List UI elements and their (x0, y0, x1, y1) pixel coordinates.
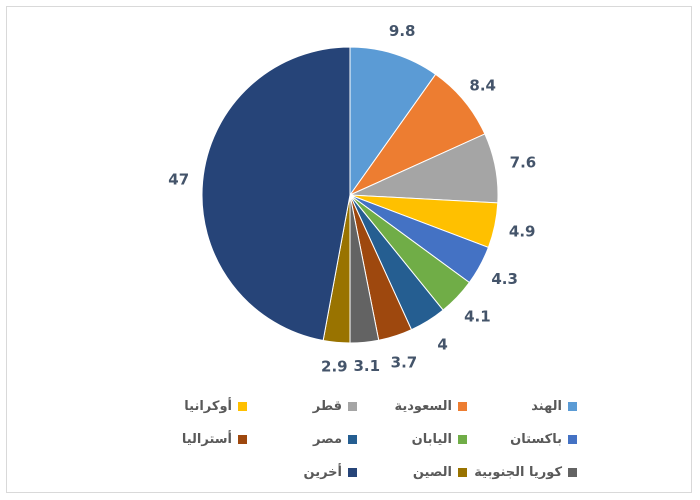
legend-swatch (568, 467, 577, 477)
legend-label: السعودية (394, 398, 453, 414)
data-label: 7.6 (510, 153, 537, 171)
legend-label: أوكرانيا (184, 398, 232, 414)
legend-label: أستراليا (181, 431, 232, 447)
legend-swatch (458, 467, 467, 477)
legend-label: باكستان (510, 431, 562, 447)
legend-item: أخرين (247, 463, 357, 481)
legend-item: الصين (357, 463, 467, 481)
legend-swatch (348, 434, 357, 444)
legend-swatch (458, 434, 467, 444)
data-label: 2.9 (321, 357, 348, 375)
legend-item: قطر (247, 397, 357, 415)
legend-swatch (348, 467, 357, 477)
data-label: 4.9 (509, 222, 536, 240)
pie-slice (349, 46, 437, 197)
legend-item: السعودية (357, 397, 467, 415)
data-label: 4.1 (464, 307, 491, 325)
legend: الهند السعودية قطر أوكرانيا باكستان اليابان مص… (137, 397, 577, 481)
legend-item: مصر (247, 430, 357, 448)
legend-label: الصين (412, 464, 452, 480)
pie-slice (201, 46, 351, 342)
legend-label: مصر (313, 431, 342, 447)
legend-swatch (568, 401, 577, 411)
legend-item: باكستان (467, 430, 577, 448)
legend-label: أخرين (303, 464, 343, 480)
legend-swatch (458, 401, 467, 411)
data-label: 3.1 (353, 357, 380, 375)
legend-label: الهند (531, 398, 562, 414)
legend-item: أستراليا (137, 430, 247, 448)
legend-item: الهند (467, 397, 577, 415)
legend-item: كوريا الجنوبية (467, 463, 577, 481)
legend-label: قطر (312, 398, 342, 414)
data-label: 9.8 (389, 22, 416, 40)
legend-item: اليابان (357, 430, 467, 448)
data-label: 47 (168, 170, 189, 188)
legend-label: اليابان (411, 431, 452, 447)
legend-swatch (568, 434, 577, 444)
legend-swatch (238, 401, 247, 411)
legend-swatch (238, 434, 247, 444)
legend-swatch (348, 401, 357, 411)
legend-item: أوكرانيا (137, 397, 247, 415)
data-label: 8.4 (469, 77, 496, 95)
legend-label: كوريا الجنوبية (474, 464, 562, 480)
data-label: 3.7 (391, 354, 418, 372)
data-label: 4 (437, 336, 447, 354)
data-label: 4.3 (491, 270, 518, 288)
chart-frame: 9.8 8.4 7.6 4.9 4.3 4.1 4 3.7 3.1 2.9 47 الهند السع… (6, 6, 692, 493)
pie-chart: 9.8 8.4 7.6 4.9 4.3 4.1 4 3.7 3.1 2.9 47 (168, 22, 537, 375)
